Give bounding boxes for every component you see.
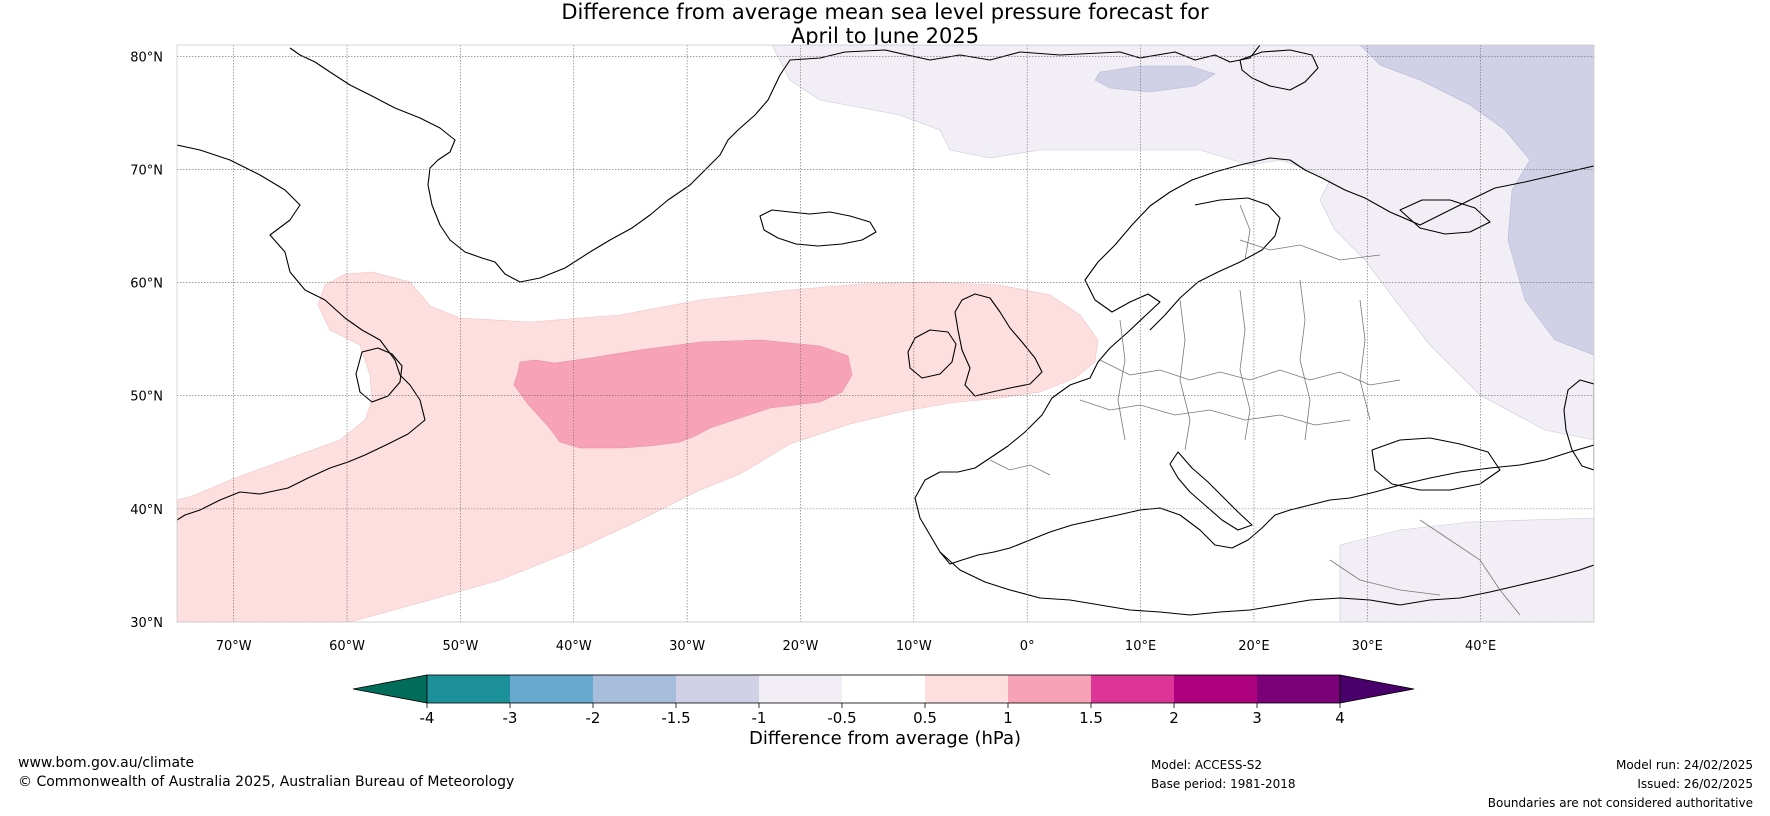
- border-line: [989, 459, 1051, 476]
- coastline-baltic: [1149, 197, 1281, 331]
- lon-tick-label: 40°W: [556, 639, 592, 654]
- anomaly-area-negative-island: [1094, 65, 1216, 93]
- lat-tick-label: 50°N: [130, 390, 163, 405]
- coastline-mediterranean: [939, 551, 1594, 616]
- coastline-black-sea: [1371, 437, 1501, 491]
- lon-tick-label: 70°W: [216, 639, 252, 654]
- country-borders: [989, 204, 1521, 616]
- coastline-great-britain: [954, 293, 1043, 397]
- border-line: [1239, 204, 1251, 261]
- colorbar-tick-label: 0.5: [913, 709, 937, 727]
- anomaly-area-negative-northeast: [1359, 45, 1594, 356]
- colorbar-segment: [593, 675, 676, 703]
- border-line: [1079, 399, 1351, 426]
- coastline-europe: [914, 157, 1594, 565]
- title-line-1: Difference from average mean sea level p…: [561, 0, 1209, 24]
- lon-tick-label: 10°W: [896, 639, 932, 654]
- lon-tick-label: 20°W: [783, 639, 819, 654]
- border-line: [1299, 279, 1311, 441]
- colorbar-segment: [925, 675, 1008, 703]
- website-text: www.bom.gov.au/climate: [18, 755, 195, 771]
- border-line: [1239, 289, 1251, 441]
- colorbar-tick-label: 3: [1252, 709, 1262, 727]
- lat-tick-label: 40°N: [130, 503, 163, 518]
- coastline-canada: [177, 144, 426, 521]
- pressure-anomaly-shading: [177, 45, 1594, 622]
- colorbar-segment: [676, 675, 759, 703]
- border-line: [1329, 559, 1441, 596]
- colorbar: -4 -3 -2 -1.5 -1 -0.5 0.5 1 1.5 2 3 4: [352, 674, 1415, 727]
- colorbar-extend-high: [1339, 674, 1415, 704]
- colorbar-segment: [842, 675, 925, 703]
- model-run-text: Model run: 24/02/2025: [1615, 758, 1753, 772]
- colorbar-tick-label: 1.5: [1079, 709, 1103, 727]
- longitude-labels: 70°W 60°W 50°W 40°W 30°W 20°W 10°W 0° 10°E 20°E 30…: [216, 639, 1497, 654]
- coastline-svalbard: [1239, 49, 1319, 91]
- lat-tick-label: 30°N: [130, 616, 163, 631]
- colorbar-tick-label: -0.5: [827, 709, 856, 727]
- coastline-italy: [1169, 451, 1253, 531]
- colorbar-segment: [510, 675, 593, 703]
- lon-tick-label: 30°E: [1352, 639, 1383, 654]
- base-period-text: Base period: 1981-2018: [1151, 777, 1296, 791]
- border-line: [1419, 519, 1521, 616]
- border-line: [1239, 239, 1381, 261]
- colorbar-tick-label: -1.5: [661, 709, 690, 727]
- border-line: [1099, 359, 1401, 386]
- colorbar-extend-low: [352, 674, 428, 704]
- border-line: [1179, 299, 1191, 451]
- colorbar-tick-label: 1: [1003, 709, 1013, 727]
- colorbar-segment: [759, 675, 842, 703]
- colorbar-tick-label: -2: [586, 709, 601, 727]
- lon-tick-label: 50°W: [442, 639, 478, 654]
- colorbar-tick-label: 2: [1169, 709, 1179, 727]
- lon-tick-label: 20°E: [1238, 639, 1269, 654]
- anomaly-area-negative-southeast: [1339, 517, 1594, 622]
- anomaly-area-negative-north: [771, 45, 1594, 441]
- border-line: [1117, 319, 1126, 441]
- coastline-kola: [1399, 199, 1491, 235]
- lon-tick-label: 30°W: [669, 639, 705, 654]
- coastline-caspian: [1563, 379, 1594, 471]
- latitude-labels: 80°N 70°N 60°N 50°N 40°N 30°N: [130, 50, 163, 631]
- coastline-newfoundland: [355, 347, 403, 403]
- coastlines: [177, 45, 1594, 616]
- colorbar-segment: [427, 675, 510, 703]
- coastline-ireland: [907, 329, 957, 379]
- issued-text: Issued: 26/02/2025: [1637, 777, 1753, 791]
- lat-tick-label: 80°N: [130, 50, 163, 65]
- border-line: [1359, 299, 1371, 421]
- colorbar-tick-label: -3: [503, 709, 518, 727]
- coastline-iceland: [759, 209, 877, 247]
- colorbar-outline: [426, 674, 1341, 704]
- lat-tick-label: 60°N: [130, 277, 163, 292]
- model-text: Model: ACCESS-S2: [1151, 758, 1263, 772]
- colorbar-tick-label: -4: [420, 709, 435, 727]
- colorbar-tick-label: -1: [752, 709, 767, 727]
- colorbar-segment: [1008, 675, 1091, 703]
- lat-tick-label: 70°N: [130, 163, 163, 178]
- map-title: Difference from average mean sea level p…: [0, 0, 1770, 48]
- title-line-2: April to June 2025: [790, 24, 980, 48]
- colorbar-segment: [1091, 675, 1174, 703]
- lon-tick-label: 10°E: [1125, 639, 1156, 654]
- copyright-text: © Commonwealth of Australia 2025, Austra…: [18, 774, 515, 790]
- lon-tick-label: 40°E: [1465, 639, 1496, 654]
- colorbar-segment: [1257, 675, 1340, 703]
- disclaimer-text: Boundaries are not considered authoritat…: [1487, 796, 1753, 810]
- coastline-greenland: [289, 45, 1261, 283]
- anomaly-area-positive-core: [513, 339, 853, 449]
- map-frame: [176, 44, 1595, 623]
- colorbar-label: Difference from average (hPa): [748, 728, 1022, 749]
- map-plot-area: [176, 44, 1595, 623]
- lon-tick-label: 60°W: [329, 639, 365, 654]
- colorbar-tick-label: 4: [1335, 709, 1345, 727]
- lon-tick-label: 0°: [1020, 639, 1035, 654]
- colorbar-segment: [1174, 675, 1257, 703]
